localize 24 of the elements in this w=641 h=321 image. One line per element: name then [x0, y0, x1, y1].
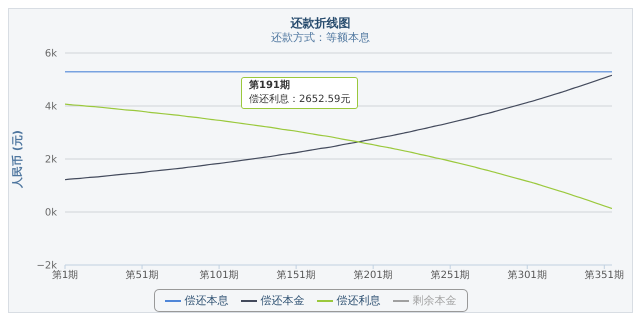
x-tick-label: 第351期	[584, 269, 624, 282]
legend-label: 偿还利息	[336, 293, 380, 308]
y-tick-label: 2k	[44, 154, 58, 166]
x-tick-label: 第1期	[52, 269, 78, 282]
legend-label: 偿还本金	[260, 293, 304, 308]
x-tick-label: 第51期	[126, 269, 158, 282]
tooltip-box: 第191期 偿还利息：2652.59元	[241, 77, 358, 109]
legend-label: 剩余本金	[412, 293, 456, 308]
x-tick-label: 第251期	[430, 269, 470, 282]
y-axis-title: 人民币 (元)	[10, 130, 24, 189]
x-tick-label: 第151期	[276, 269, 316, 282]
annotation: 偿还利息：2652.59元	[249, 93, 350, 107]
x-tick-label: 第301期	[508, 269, 547, 282]
chart-subtitle: 还款方式：等额本息	[270, 30, 371, 45]
x-tick-label: 第201期	[354, 269, 393, 282]
y-tick-label: 4k	[44, 102, 58, 113]
y-tick-label: 6k	[44, 48, 58, 60]
line-series	[65, 104, 612, 210]
line-series	[65, 74, 612, 180]
annotation: 第191期	[249, 79, 291, 93]
x-tick-label: 第101期	[200, 269, 239, 282]
legend-label: 偿还本息	[184, 293, 228, 308]
chart-title: 还款折线图	[290, 15, 352, 32]
y-tick-label: 0k	[44, 208, 58, 219]
